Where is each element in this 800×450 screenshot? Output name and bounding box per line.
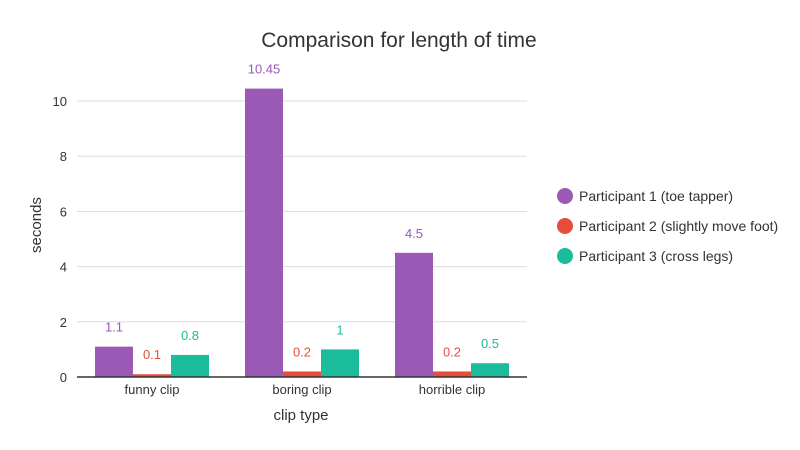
data-label: 0.2 <box>443 344 461 359</box>
bar <box>395 252 433 377</box>
y-tick-label: 10 <box>53 94 67 109</box>
data-label: 1.1 <box>105 320 123 335</box>
legend-swatch <box>557 248 573 264</box>
data-label: 1 <box>336 322 343 337</box>
bars: 1.1 0.1 0.8 10.45 0.2 1 4.5 0.2 0.5 <box>95 62 509 377</box>
data-label: 10.45 <box>248 62 281 77</box>
data-label: 4.5 <box>405 226 423 241</box>
legend-label: Participant 2 (slightly move foot) <box>579 218 778 234</box>
data-label: 0.5 <box>481 336 499 351</box>
y-tick-label: 8 <box>60 149 67 164</box>
y-tick-label: 2 <box>60 315 67 330</box>
y-tick-label: 0 <box>60 370 67 385</box>
bar <box>321 349 359 377</box>
data-label: 0.1 <box>143 347 161 362</box>
chart-title: Comparison for length of time <box>261 29 536 52</box>
x-tick-label: boring clip <box>272 382 331 397</box>
legend-swatch <box>557 188 573 204</box>
x-axis-title: clip type <box>273 407 328 424</box>
y-axis-title: seconds <box>28 197 45 253</box>
legend-label: Participant 3 (cross legs) <box>579 248 733 264</box>
x-tick-label: horrible clip <box>419 382 485 397</box>
data-label: 0.2 <box>293 344 311 359</box>
bar <box>471 363 509 377</box>
data-label: 0.8 <box>181 328 199 343</box>
x-axis-ticks: funny clip boring clip horrible clip <box>125 382 486 397</box>
bar <box>245 88 283 377</box>
bar <box>283 371 321 377</box>
y-tick-label: 4 <box>60 260 67 275</box>
bar <box>171 354 209 377</box>
legend-label: Participant 1 (toe tapper) <box>579 188 733 204</box>
y-axis-ticks: 0 2 4 6 8 10 <box>53 94 67 385</box>
legend: Participant 1 (toe tapper) Participant 2 … <box>557 188 778 264</box>
y-tick-label: 6 <box>60 204 67 219</box>
legend-swatch <box>557 218 573 234</box>
bar <box>95 346 133 377</box>
bar <box>133 374 171 377</box>
x-tick-label: funny clip <box>125 382 180 397</box>
gridlines <box>77 100 527 323</box>
bar <box>433 371 471 377</box>
